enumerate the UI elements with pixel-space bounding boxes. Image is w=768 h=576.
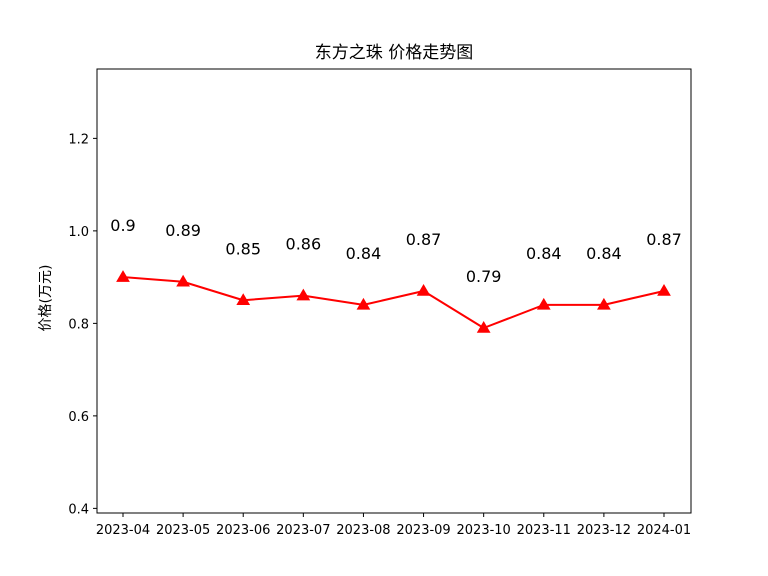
y-axis-label: 价格(万元) xyxy=(38,265,54,332)
data-label: 0.85 xyxy=(225,239,261,258)
series-layer: 0.9 0.89 0.85 0.86 0.84 0.87 0.79 0.84 0.84 0.87 xyxy=(110,216,682,333)
x-tick-label: 2023-04 xyxy=(96,523,150,538)
data-label: 0.79 xyxy=(466,267,502,286)
data-point-marker xyxy=(597,297,611,310)
data-label: 0.87 xyxy=(646,230,682,249)
series-line xyxy=(122,276,665,329)
data-point-marker xyxy=(176,274,190,287)
chart-title: 东方之珠 价格走势图 xyxy=(315,43,473,63)
data-label: 0.89 xyxy=(165,221,201,240)
data-point-marker xyxy=(356,297,371,310)
data-label: 0.86 xyxy=(286,235,322,254)
x-tick-label: 2023-11 xyxy=(517,523,571,538)
x-tick-label: 2023-12 xyxy=(577,523,631,538)
y-tick-label: 0.8 xyxy=(68,317,89,332)
data-point-marker xyxy=(416,284,431,296)
data-label: 0.87 xyxy=(406,230,442,249)
x-tick-label: 2024-01 xyxy=(637,523,691,538)
data-label: 0.84 xyxy=(346,244,382,263)
x-tick-label: 2023-06 xyxy=(216,523,270,538)
axes-layer: 0.4 0.6 0.8 1.0 1.2 2023-04 2023-05 2023-06 2023… xyxy=(68,132,691,538)
data-point-marker xyxy=(657,284,671,296)
data-point-marker xyxy=(296,288,311,301)
data-label: 0.9 xyxy=(110,216,135,235)
plot-frame xyxy=(96,68,692,514)
data-label: 0.84 xyxy=(526,244,562,263)
data-label: 0.84 xyxy=(586,244,622,263)
x-tick-label: 2023-09 xyxy=(396,523,450,538)
data-point-marker xyxy=(236,293,251,305)
data-point-marker xyxy=(536,297,551,310)
y-tick-label: 0.6 xyxy=(68,410,89,425)
data-point-marker xyxy=(116,270,130,282)
x-tick-label: 2023-10 xyxy=(457,523,511,538)
y-tick-label: 0.4 xyxy=(68,502,89,517)
data-point-marker xyxy=(476,321,491,333)
x-tick-label: 2023-05 xyxy=(156,523,210,538)
y-tick-label: 1.2 xyxy=(68,132,89,147)
x-tick-label: 2023-08 xyxy=(336,523,390,538)
y-tick-label: 1.0 xyxy=(68,225,89,240)
x-tick-label: 2023-07 xyxy=(276,523,330,538)
